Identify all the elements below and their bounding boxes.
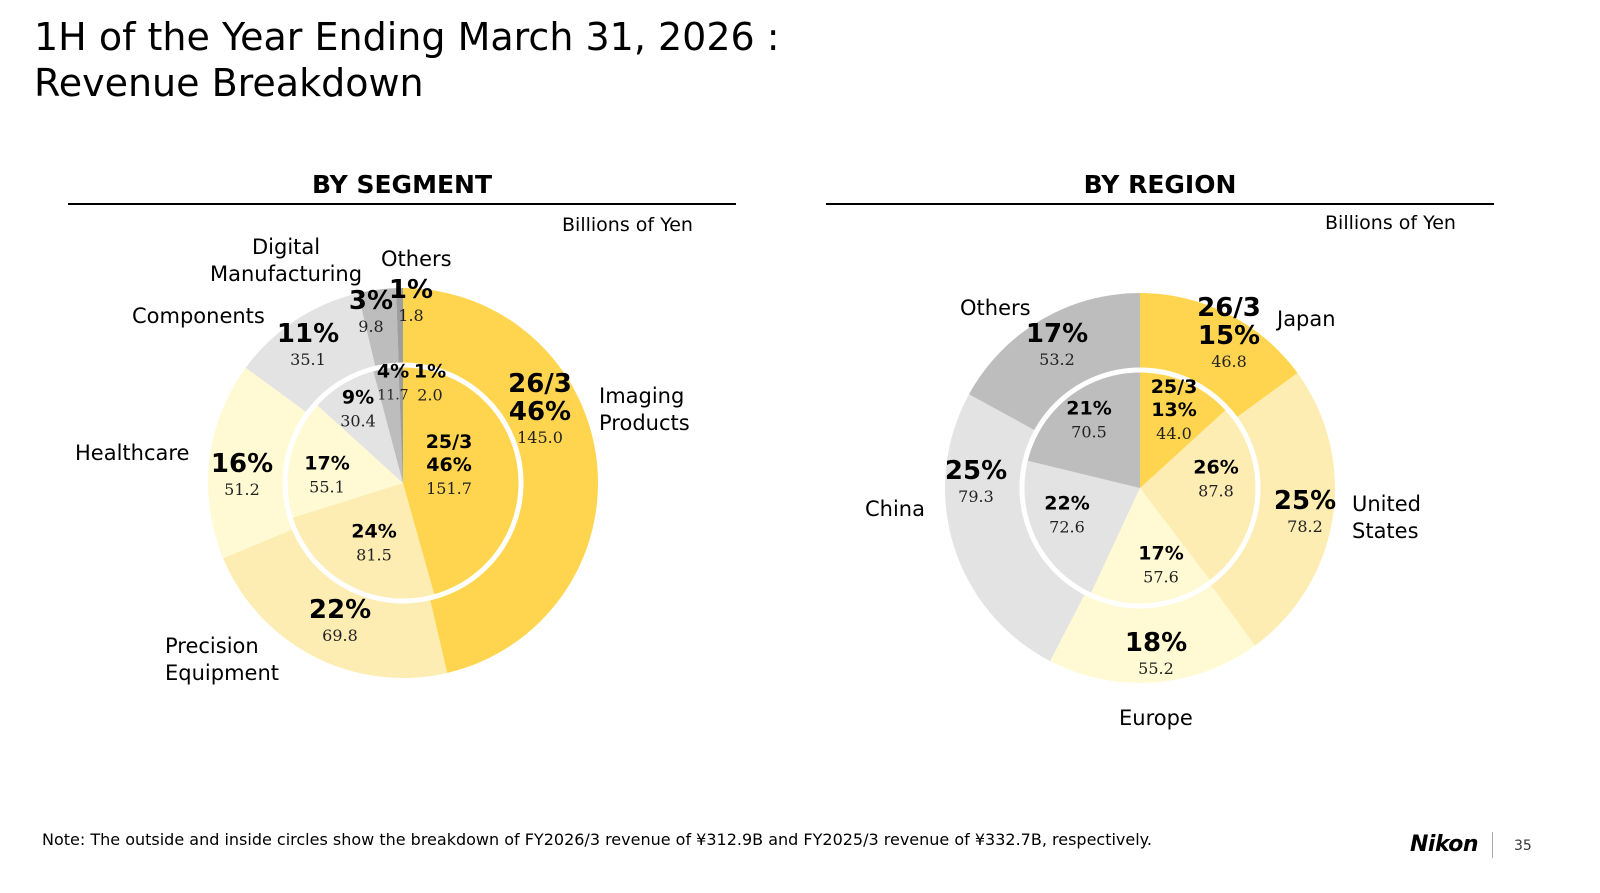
inner-slice-others xyxy=(1027,372,1140,488)
reg-outer-us: 25% 78.2 xyxy=(1273,486,1337,536)
nikon-logo: Nikon xyxy=(1410,832,1479,857)
seg-inner-imaging: 25/3 46% 151.7 xyxy=(425,431,473,498)
reg-outer-europe: 18% 55.2 xyxy=(1124,628,1188,678)
reg-inner-us: 26% 87.8 xyxy=(1193,456,1239,501)
title-line-2: Revenue Breakdown xyxy=(34,61,424,105)
inner-slice-others xyxy=(398,367,403,483)
label-region-others: Others xyxy=(960,296,1031,320)
inner-slice-europe xyxy=(1090,488,1211,604)
page-title: 1H of the Year Ending March 31, 2026 : Re… xyxy=(34,14,780,106)
seg-outer-components: 11% 35.1 xyxy=(276,319,340,369)
label-precision-equipment: Precision Equipment xyxy=(165,634,279,685)
ring-separator xyxy=(282,362,524,604)
title-line-1: 1H of the Year Ending March 31, 2026 : xyxy=(34,15,780,59)
seg-inner-others: 1% 2.0 xyxy=(413,360,447,405)
inner-slice-components xyxy=(317,370,403,483)
inner-slice-digital-manufacturing xyxy=(373,367,403,483)
seg-inner-components: 9% 30.4 xyxy=(340,386,376,431)
region-heading: BY REGION xyxy=(1083,170,1237,199)
label-digital-manufacturing: Digital Manufacturing xyxy=(210,235,363,286)
reg-inner-japan: 25/3 13% 44.0 xyxy=(1150,376,1198,443)
label-segment-others: Others xyxy=(381,247,452,271)
inner-slice-japan xyxy=(1140,372,1226,488)
page-number: 35 xyxy=(1514,838,1532,854)
reg-outer-china: 25% 79.3 xyxy=(944,456,1008,506)
region-unit: Billions of Yen xyxy=(1325,212,1456,234)
seg-outer-imaging: 26/3 46% 145.0 xyxy=(508,369,572,447)
region-rule xyxy=(826,203,1494,205)
footnote: Note: The outside and inside circles sho… xyxy=(42,830,1152,849)
label-healthcare: Healthcare xyxy=(75,441,190,465)
seg-outer-healthcare: 16% 51.2 xyxy=(210,449,274,499)
seg-outer-precision: 22% 69.8 xyxy=(308,595,372,645)
label-united-states: United States xyxy=(1352,492,1421,543)
inner-slice-china xyxy=(1024,460,1140,594)
label-china: China xyxy=(865,497,925,521)
inner-slice-united-states xyxy=(1140,409,1256,581)
seg-outer-digital: 3% 9.8 xyxy=(348,286,394,336)
reg-inner-europe: 17% 57.6 xyxy=(1138,542,1184,587)
reg-inner-others: 21% 70.5 xyxy=(1066,397,1112,442)
label-components: Components xyxy=(132,304,265,328)
label-japan: Japan xyxy=(1277,307,1336,331)
footer-divider xyxy=(1492,832,1493,858)
inner-slice-imaging-products xyxy=(403,367,519,595)
reg-outer-others: 17% 53.2 xyxy=(1025,319,1089,369)
label-imaging-products: Imaging Products xyxy=(599,384,690,435)
seg-inner-precision: 24% 81.5 xyxy=(351,520,397,565)
inner-slice-precision-equipment xyxy=(292,483,435,599)
segment-unit: Billions of Yen xyxy=(562,214,693,236)
seg-outer-others: 1% 1.8 xyxy=(388,275,434,325)
segment-rule xyxy=(68,203,736,205)
reg-inner-china: 22% 72.6 xyxy=(1044,492,1090,537)
inner-slice-healthcare xyxy=(286,405,403,518)
segment-heading: BY SEGMENT xyxy=(311,170,493,199)
reg-outer-japan: 26/3 15% 46.8 xyxy=(1197,293,1261,371)
ring-separator xyxy=(1019,367,1261,609)
seg-inner-healthcare: 17% 55.1 xyxy=(304,452,350,497)
seg-inner-digital: 4% 11.7 xyxy=(376,360,410,404)
label-europe: Europe xyxy=(1119,706,1193,730)
